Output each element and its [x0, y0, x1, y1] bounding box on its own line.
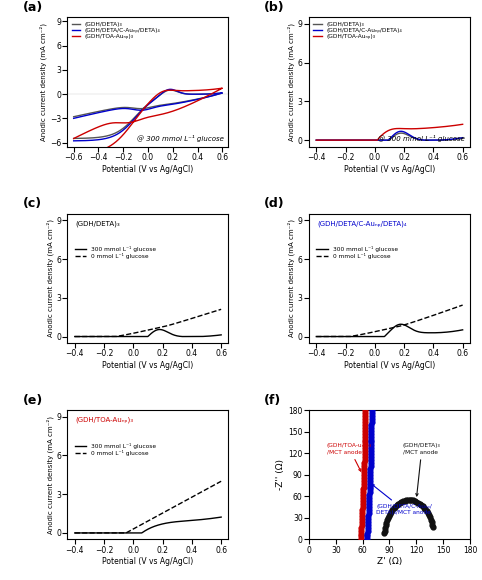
- Text: (a): (a): [22, 1, 42, 14]
- Text: (GDH/DETA)₃
/MCT anode: (GDH/DETA)₃ /MCT anode: [403, 444, 441, 496]
- (GDH/DETA/C-Auₙₚ/DETA)₄: [202, 90, 208, 97]
- (GDH/DETA)₃: [383, 137, 388, 144]
- (GDH/TOA-Auₙₚ)₃: [71, 135, 77, 142]
- X-axis label: Potential (V vs Ag/AgCl): Potential (V vs Ag/AgCl): [344, 361, 435, 370]
- Legend: 300 mmol L⁻¹ glucose, 0 mmol L⁻¹ glucose: 300 mmol L⁻¹ glucose, 0 mmol L⁻¹ glucose: [74, 245, 158, 260]
- (GDH/DETA)₃: [313, 137, 319, 144]
- Text: (GDH/TOA-Auₙₚ)₃: (GDH/TOA-Auₙₚ)₃: [76, 416, 134, 423]
- (GDH/DETA)₃: [71, 135, 77, 142]
- Line: (GDH/DETA)₃: (GDH/DETA)₃: [316, 133, 463, 140]
- (GDH/DETA/C-Auₙₚ/DETA)₄: [168, 86, 174, 93]
- Line: (GDH/TOA-Auₙₚ)₃: (GDH/TOA-Auₙₚ)₃: [316, 124, 463, 140]
- Legend: (GDH/DETA)₃, (GDH/DETA/C-Auₙₚ/DETA)₄, (GDH/TOA-Auₙₚ)₃: (GDH/DETA)₃, (GDH/DETA/C-Auₙₚ/DETA)₄, (G…: [70, 20, 162, 40]
- (GDH/DETA/C-Auₙₚ/DETA)₄: [398, 128, 404, 135]
- (GDH/DETA/C-Auₙₚ/DETA)₄: [71, 137, 77, 144]
- Y-axis label: Anodic current density (mA cm⁻²): Anodic current density (mA cm⁻²): [288, 23, 295, 141]
- (GDH/DETA)₃: [168, 86, 174, 93]
- (GDH/DETA)₃: [460, 135, 466, 142]
- Text: (f): (f): [264, 394, 281, 407]
- (GDH/DETA/C-Auₙₚ/DETA)₄: [456, 135, 462, 142]
- X-axis label: Z' (Ω): Z' (Ω): [377, 557, 402, 567]
- (GDH/DETA/C-Auₙₚ/DETA)₄: [164, 102, 170, 108]
- X-axis label: Potential (V vs Ag/AgCl): Potential (V vs Ag/AgCl): [344, 165, 435, 173]
- (GDH/DETA)₃: [101, 133, 107, 140]
- Line: (GDH/DETA/C-Auₙₚ/DETA)₄: (GDH/DETA/C-Auₙₚ/DETA)₄: [74, 89, 222, 141]
- (GDH/DETA/C-Auₙₚ/DETA)₄: [136, 107, 142, 114]
- Text: (e): (e): [22, 394, 42, 407]
- (GDH/TOA-Auₙₚ)₃: [101, 146, 107, 153]
- (GDH/DETA/C-Auₙₚ/DETA)₄: [460, 134, 466, 141]
- (GDH/DETA)₃: [164, 101, 170, 108]
- (GDH/TOA-Auₙₚ)₃: [392, 125, 398, 132]
- Text: @ 300 mmol L⁻¹ glucose: @ 300 mmol L⁻¹ glucose: [378, 136, 465, 143]
- Legend: 300 mmol L⁻¹ glucose, 0 mmol L⁻¹ glucose: 300 mmol L⁻¹ glucose, 0 mmol L⁻¹ glucose: [315, 245, 399, 260]
- (GDH/DETA)₃: [131, 104, 136, 111]
- (GDH/DETA)₃: [71, 113, 77, 120]
- (GDH/DETA)₃: [398, 129, 404, 136]
- (GDH/TOA-Auₙₚ)₃: [433, 124, 439, 131]
- (GDH/DETA/C-Auₙₚ/DETA)₄: [392, 130, 398, 137]
- (GDH/TOA-Auₙₚ)₃: [131, 118, 136, 125]
- (GDH/DETA/C-Auₙₚ/DETA)₄: [384, 137, 389, 144]
- (GDH/DETA)₃: [136, 105, 142, 112]
- (GDH/DETA)₃: [401, 130, 407, 137]
- Y-axis label: Anodic current density (mA cm⁻²): Anodic current density (mA cm⁻²): [46, 416, 54, 534]
- Line: (GDH/DETA/C-Auₙₚ/DETA)₄: (GDH/DETA/C-Auₙₚ/DETA)₄: [316, 131, 463, 140]
- Y-axis label: Anodic current density (mA cm⁻²): Anodic current density (mA cm⁻²): [46, 219, 54, 338]
- (GDH/DETA/C-Auₙₚ/DETA)₄: [101, 135, 107, 142]
- Legend: 300 mmol L⁻¹ glucose, 0 mmol L⁻¹ glucose: 300 mmol L⁻¹ glucose, 0 mmol L⁻¹ glucose: [74, 441, 158, 457]
- (GDH/DETA/C-Auₙₚ/DETA)₄: [383, 137, 388, 144]
- Text: @ 300 mmol L⁻¹ glucose: @ 300 mmol L⁻¹ glucose: [137, 136, 224, 143]
- Text: (GDH/DETA/C-Auₙₚ/DETA)₄: (GDH/DETA/C-Auₙₚ/DETA)₄: [317, 220, 407, 227]
- (GDH/DETA)₃: [191, 90, 197, 97]
- (GDH/DETA/C-Auₙₚ/DETA)₄: [191, 90, 197, 97]
- Text: (c): (c): [22, 197, 41, 211]
- (GDH/DETA)₃: [392, 132, 398, 139]
- Y-axis label: Anodic current density (mA cm⁻²): Anodic current density (mA cm⁻²): [288, 219, 295, 338]
- (GDH/TOA-Auₙₚ)₃: [456, 121, 462, 128]
- X-axis label: Potential (V vs Ag/AgCl): Potential (V vs Ag/AgCl): [102, 557, 194, 567]
- Text: (b): (b): [264, 1, 284, 14]
- (GDH/TOA-Auₙₚ)₃: [191, 87, 197, 94]
- Text: (GDH/TOA-uₙₚ)₃
/MCT anode: (GDH/TOA-uₙₚ)₃ /MCT anode: [327, 444, 372, 471]
- (GDH/DETA/C-Auₙₚ/DETA)₄: [131, 106, 136, 113]
- (GDH/TOA-Auₙₚ)₃: [460, 121, 466, 128]
- (GDH/TOA-Auₙₚ)₃: [71, 151, 77, 158]
- (GDH/TOA-Auₙₚ)₃: [219, 85, 225, 92]
- Text: (GDH/DETA)₃: (GDH/DETA)₃: [76, 220, 120, 227]
- (GDH/TOA-Auₙₚ)₃: [136, 117, 142, 124]
- X-axis label: Potential (V vs Ag/AgCl): Potential (V vs Ag/AgCl): [102, 361, 194, 370]
- (GDH/TOA-Auₙₚ)₃: [202, 86, 208, 93]
- (GDH/DETA)₃: [202, 90, 208, 97]
- Legend: (GDH/DETA)₃, (GDH/DETA/C-Auₙₚ/DETA)₄, (GDH/TOA-Auₙₚ)₃: (GDH/DETA)₃, (GDH/DETA/C-Auₙₚ/DETA)₄, (G…: [312, 20, 403, 40]
- (GDH/DETA)₃: [384, 137, 389, 144]
- (GDH/DETA)₃: [456, 135, 462, 142]
- (GDH/DETA/C-Auₙₚ/DETA)₄: [71, 115, 77, 122]
- Line: (GDH/TOA-Auₙₚ)₃: (GDH/TOA-Auₙₚ)₃: [74, 88, 222, 154]
- Text: (d): (d): [264, 197, 284, 211]
- Line: (GDH/DETA)₃: (GDH/DETA)₃: [74, 90, 222, 139]
- (GDH/DETA/C-Auₙₚ/DETA)₄: [434, 137, 440, 144]
- (GDH/TOA-Auₙₚ)₃: [164, 110, 170, 117]
- (GDH/DETA/C-Auₙₚ/DETA)₄: [401, 128, 407, 135]
- Text: (GDH/DETA/C-Auₙₚ/
DETA)₄/MCT anode: (GDH/DETA/C-Auₙₚ/ DETA)₄/MCT anode: [372, 484, 432, 515]
- Y-axis label: -Z'' (Ω): -Z'' (Ω): [277, 459, 285, 490]
- (GDH/TOA-Auₙₚ)₃: [401, 125, 406, 132]
- (GDH/DETA)₃: [434, 137, 440, 144]
- (GDH/TOA-Auₙₚ)₃: [383, 129, 388, 136]
- (GDH/DETA/C-Auₙₚ/DETA)₄: [313, 137, 319, 144]
- Y-axis label: Anodic current density (mA cm⁻²): Anodic current density (mA cm⁻²): [40, 23, 47, 141]
- (GDH/TOA-Auₙₚ)₃: [313, 137, 319, 144]
- (GDH/TOA-Auₙₚ)₃: [384, 128, 389, 135]
- X-axis label: Potential (V vs Ag/AgCl): Potential (V vs Ag/AgCl): [102, 165, 194, 173]
